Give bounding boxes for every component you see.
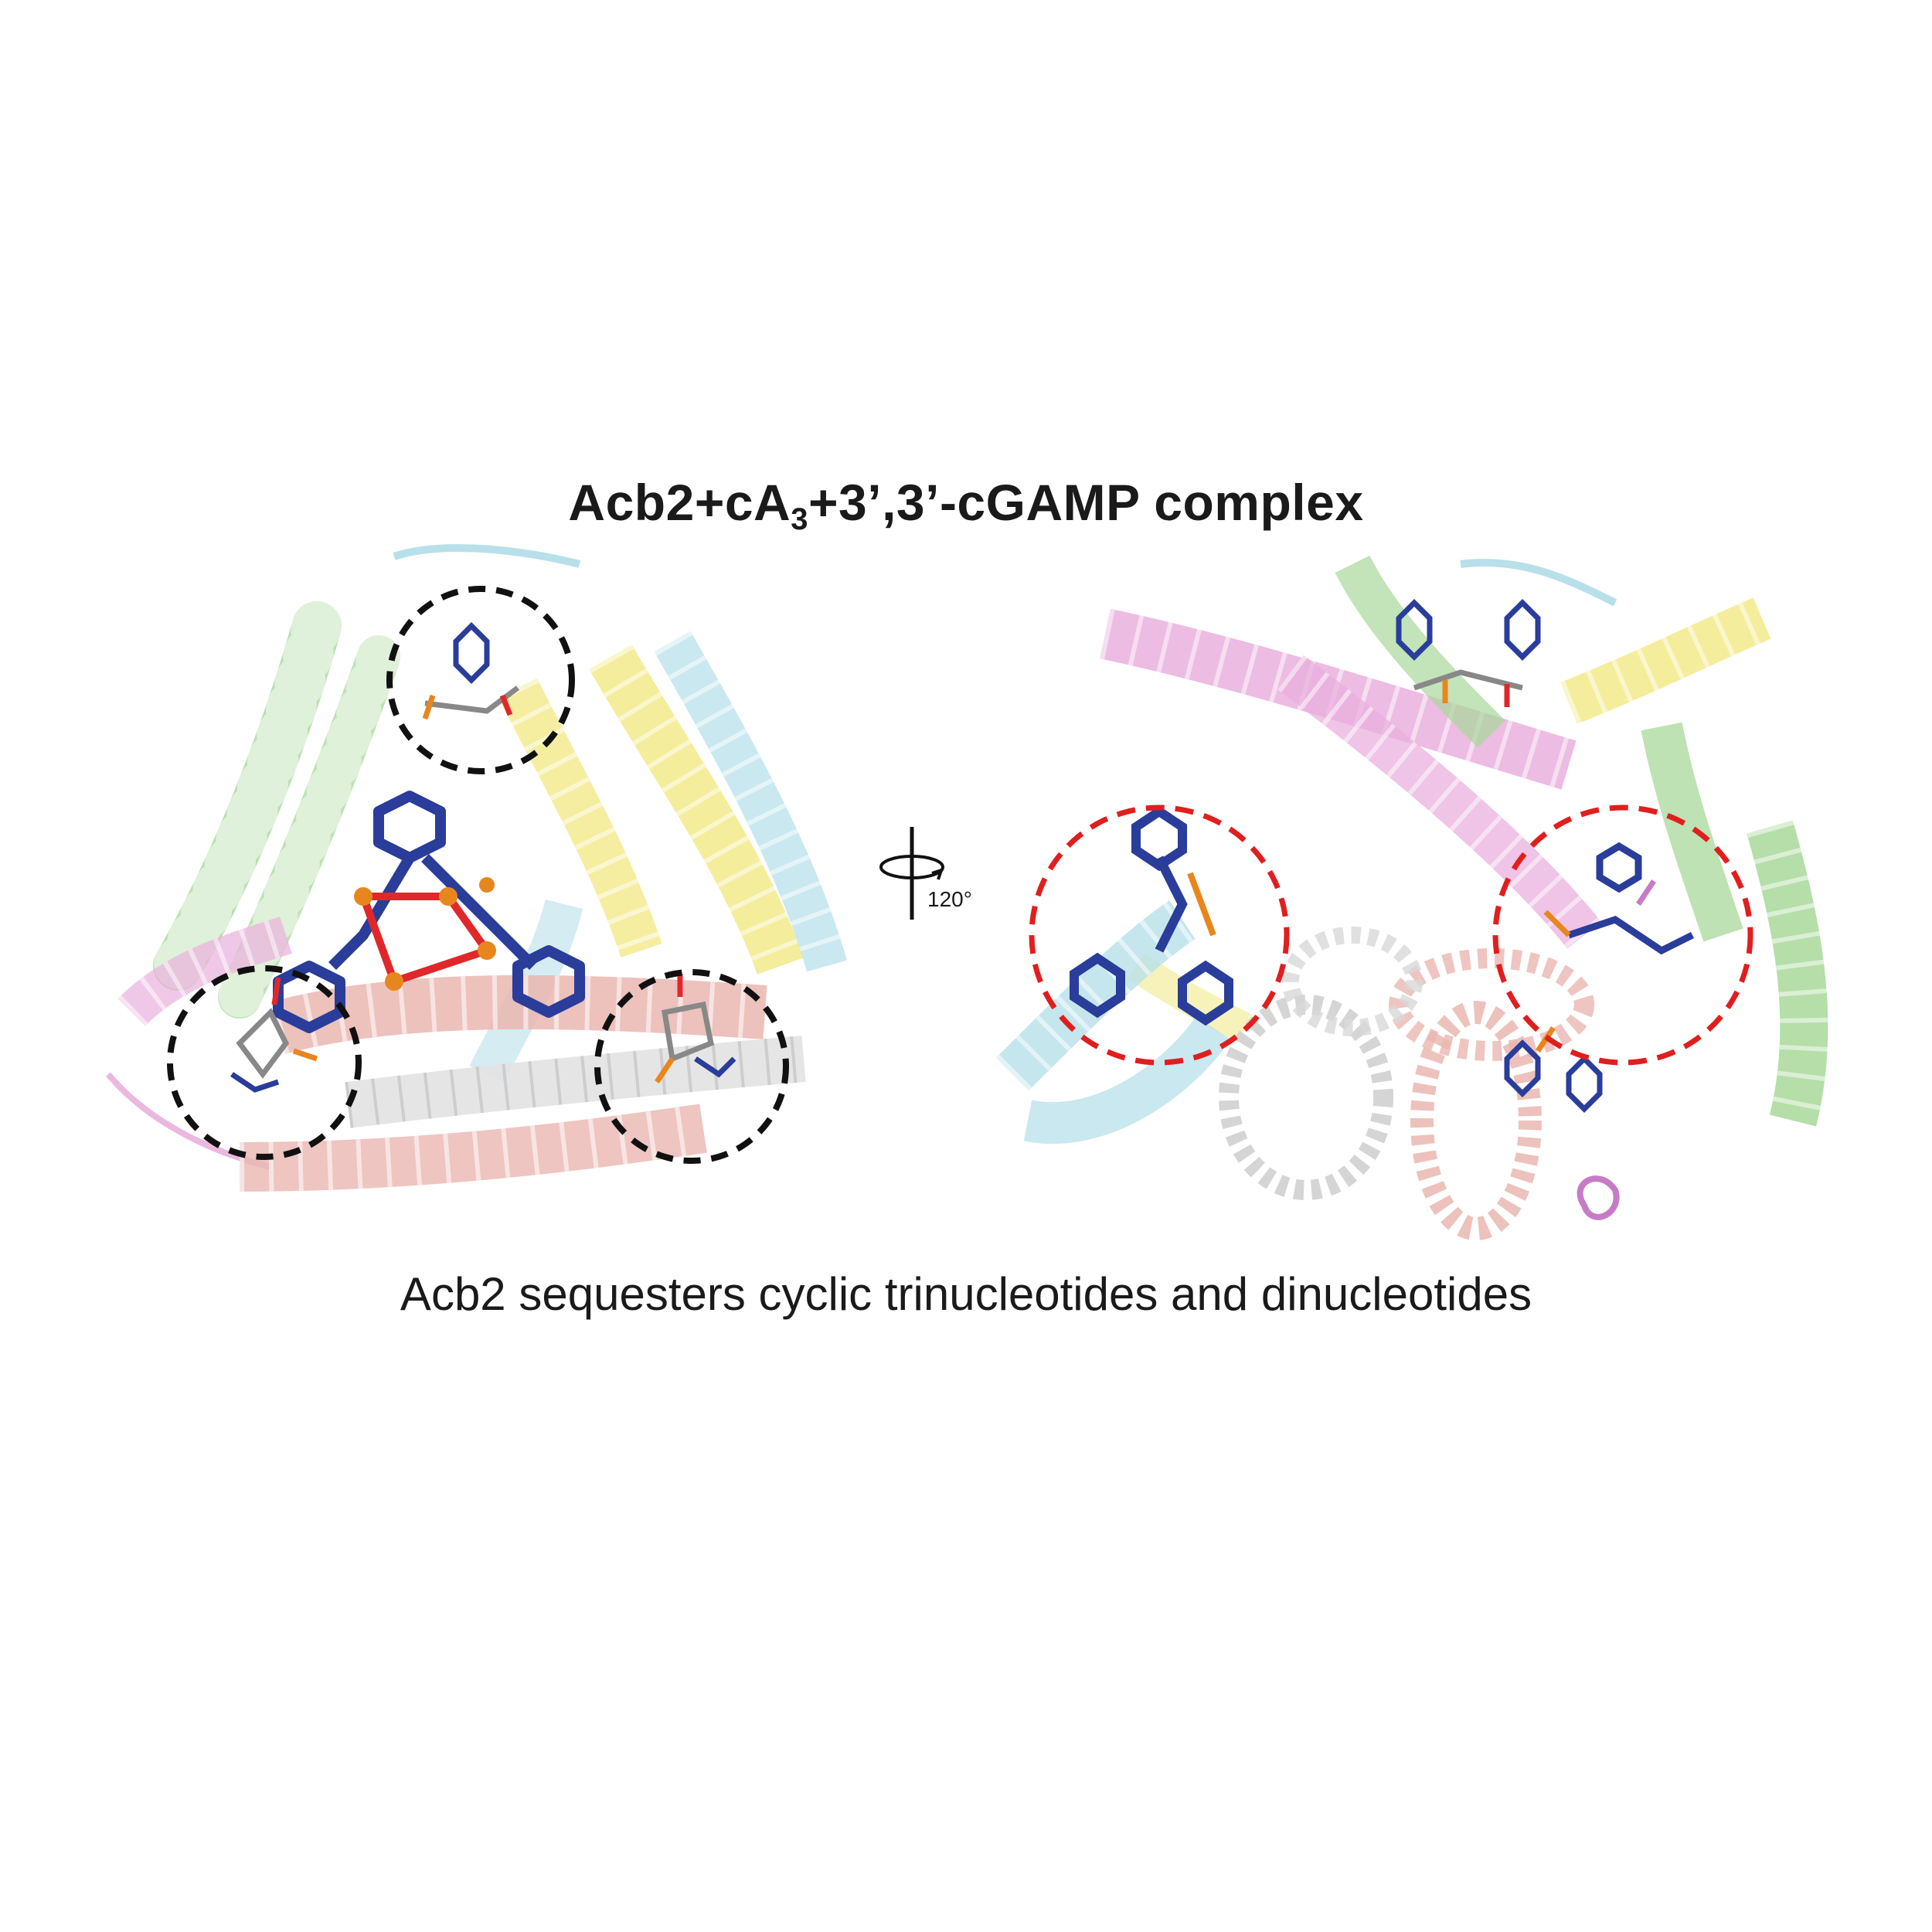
loop-pink — [1577, 1175, 1620, 1220]
binding-site-circle-top — [386, 586, 575, 774]
binding-site-circle-red-left — [1029, 804, 1290, 1066]
binding-site-circle-right — [594, 969, 789, 1164]
helix-bundle-yellow — [498, 645, 804, 975]
rotation-angle-label: 120° — [927, 887, 972, 911]
central-ligand-ca3 — [273, 791, 585, 1033]
figure-title: Acb2+cA3+3’,3’-cGAMP complex — [0, 473, 1932, 537]
helix-bundle-white-side — [1219, 927, 1423, 1200]
top-view-illustration — [105, 544, 847, 1192]
helix-bundle-salmon-side — [1389, 948, 1594, 1240]
title-subscript: 3 — [791, 502, 808, 536]
ca3-ligand-left-side — [1070, 805, 1233, 1026]
title-main: Acb2+cA — [568, 474, 791, 531]
rotation-icon — [879, 827, 944, 920]
structure-top-view — [85, 533, 920, 1260]
structure-side-view — [981, 533, 1893, 1260]
helix-bundle-yellow-side — [1127, 597, 1771, 1042]
binding-site-circle-left — [167, 965, 362, 1160]
cgamp-ligand-top — [422, 622, 520, 720]
title-rest: +3’,3’-cGAMP complex — [808, 474, 1364, 531]
cgamp-ligand-top-side — [1396, 599, 1541, 707]
figure-caption: Acb2 sequesters cyclic trinucleotides an… — [400, 1268, 1532, 1320]
ca3-ligand-right-side — [1543, 842, 1695, 955]
cgamp-ligand-right — [655, 974, 736, 1083]
helix-bundle-pink-side — [1100, 608, 1601, 949]
side-view-illustration — [995, 555, 1828, 1240]
binding-site-circle-red-right — [1492, 804, 1753, 1066]
helix-bundle-white — [345, 1036, 806, 1128]
cgamp-ligand-left — [230, 977, 318, 1093]
